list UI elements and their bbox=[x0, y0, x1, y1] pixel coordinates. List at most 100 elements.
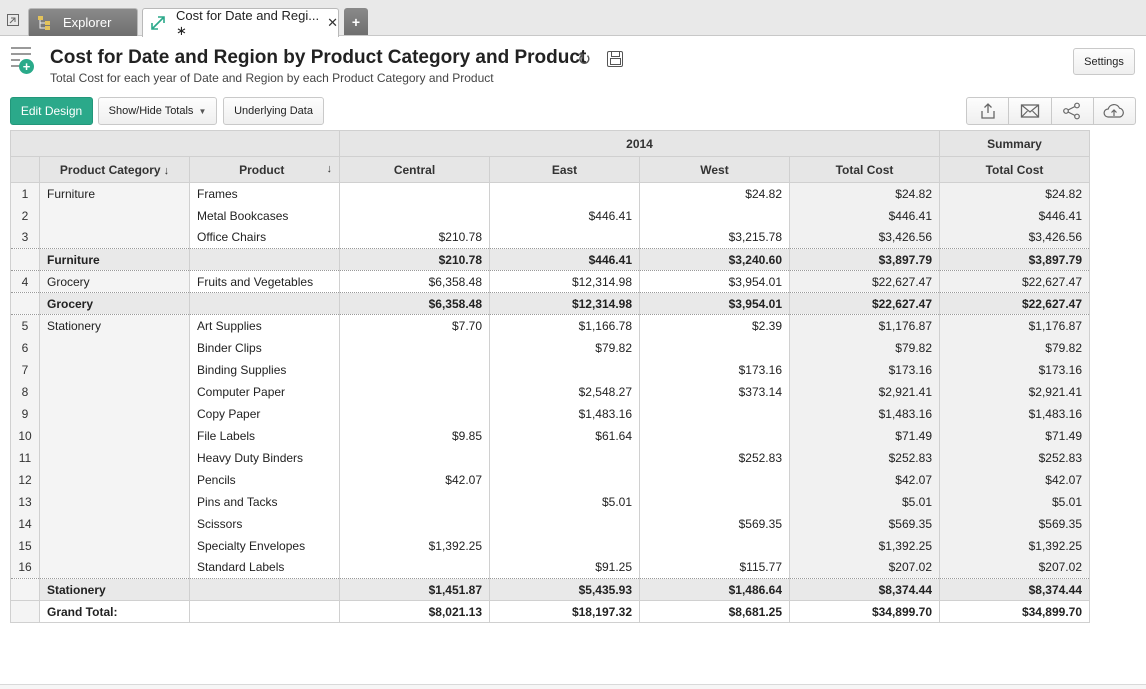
page-subtitle: Total Cost for each year of Date and Reg… bbox=[50, 71, 494, 85]
category-cell: Grocery bbox=[39, 270, 190, 293]
sort-arrow-icon[interactable]: ↓ bbox=[163, 164, 170, 177]
summary-total-cell: $3,897.79 bbox=[939, 248, 1090, 271]
close-icon[interactable]: ✕ bbox=[327, 15, 338, 30]
central-cell: $8,021.13 bbox=[339, 600, 490, 623]
total-cost-cell: $8,374.44 bbox=[789, 578, 940, 601]
central-cell: $210.78 bbox=[339, 248, 490, 271]
category-cell bbox=[39, 512, 190, 535]
category-cell: Grand Total: bbox=[39, 600, 190, 623]
add-tab-button[interactable]: + bbox=[344, 8, 368, 35]
east-cell: $12,314.98 bbox=[489, 270, 640, 293]
column-header-product-category[interactable]: Product Category ↓ bbox=[39, 156, 190, 183]
east-cell: $5,435.93 bbox=[489, 578, 640, 601]
column-header-central[interactable]: Central bbox=[339, 156, 490, 183]
central-cell: $1,392.25 bbox=[339, 534, 490, 557]
share-icon[interactable] bbox=[1052, 98, 1094, 124]
column-header-west[interactable]: West bbox=[639, 156, 790, 183]
tab-explorer[interactable]: Explorer bbox=[28, 8, 138, 36]
central-cell: $9.85 bbox=[339, 424, 490, 447]
product-cell: Metal Bookcases bbox=[189, 204, 340, 227]
category-cell bbox=[39, 226, 190, 249]
west-cell bbox=[639, 204, 790, 227]
product-cell bbox=[189, 578, 340, 601]
summary-total-cell: $1,176.87 bbox=[939, 314, 1090, 337]
total-cost-cell: $446.41 bbox=[789, 204, 940, 227]
product-cell: Scissors bbox=[189, 512, 340, 535]
column-header-total-cost[interactable]: Total Cost bbox=[789, 156, 940, 183]
category-cell: Furniture bbox=[39, 182, 190, 205]
row-number: 2 bbox=[10, 204, 40, 227]
row-number: 4 bbox=[10, 270, 40, 293]
summary-total-cell: $71.49 bbox=[939, 424, 1090, 447]
status-strip bbox=[0, 684, 1146, 689]
east-cell: $61.64 bbox=[489, 424, 640, 447]
east-cell: $2,548.27 bbox=[489, 380, 640, 403]
row-number: 8 bbox=[10, 380, 40, 403]
email-icon[interactable] bbox=[1009, 98, 1052, 124]
underlying-data-button[interactable]: Underlying Data bbox=[223, 97, 324, 125]
east-cell: $1,483.16 bbox=[489, 402, 640, 425]
collapse-icon[interactable] bbox=[7, 14, 19, 26]
grand-total-row: Grand Total: $8,021.13 $18,197.32 $8,681.25… bbox=[10, 600, 1090, 623]
total-cost-cell: $24.82 bbox=[789, 182, 940, 205]
category-cell: Stationery bbox=[39, 314, 190, 337]
central-cell bbox=[339, 490, 490, 513]
summary-total-cell: $79.82 bbox=[939, 336, 1090, 359]
row-number: 7 bbox=[10, 358, 40, 381]
total-cost-cell: $1,483.16 bbox=[789, 402, 940, 425]
column-header-east[interactable]: East bbox=[489, 156, 640, 183]
subtotal-row: Grocery $6,358.48 $12,314.98 $3,954.01 $22,6… bbox=[10, 292, 1090, 315]
table-row: 11 Heavy Duty Binders $252.83 $252.83 $252.8… bbox=[10, 446, 1090, 469]
expand-icon bbox=[149, 14, 167, 32]
east-cell bbox=[489, 182, 640, 205]
central-cell: $6,358.48 bbox=[339, 292, 490, 315]
category-cell bbox=[39, 468, 190, 491]
total-cost-cell: $569.35 bbox=[789, 512, 940, 535]
row-number: 6 bbox=[10, 336, 40, 359]
west-cell: $373.14 bbox=[639, 380, 790, 403]
table-row: 9 Copy Paper $1,483.16 $1,483.16 $1,483.16 bbox=[10, 402, 1090, 425]
edit-design-button[interactable]: Edit Design bbox=[10, 97, 93, 125]
total-cost-cell: $3,426.56 bbox=[789, 226, 940, 249]
total-cost-cell: $207.02 bbox=[789, 556, 940, 579]
product-cell: File Labels bbox=[189, 424, 340, 447]
summary-total-cell: $1,483.16 bbox=[939, 402, 1090, 425]
total-cost-cell: $3,897.79 bbox=[789, 248, 940, 271]
central-cell bbox=[339, 204, 490, 227]
west-cell bbox=[639, 336, 790, 359]
product-cell bbox=[189, 248, 340, 271]
total-cost-cell: $2,921.41 bbox=[789, 380, 940, 403]
category-cell bbox=[39, 380, 190, 403]
table-row: 1 Furniture Frames $24.82 $24.82 $24.82 bbox=[10, 182, 1090, 205]
summary-total-cell: $24.82 bbox=[939, 182, 1090, 205]
central-cell: $1,451.87 bbox=[339, 578, 490, 601]
west-cell: $252.83 bbox=[639, 446, 790, 469]
column-header-summary-total-cost[interactable]: Total Cost bbox=[939, 156, 1090, 183]
tab-report[interactable]: Cost for Date and Regi... ∗ ✕ bbox=[142, 8, 339, 38]
column-header-product[interactable]: Product ↓ bbox=[189, 156, 340, 183]
product-cell bbox=[189, 600, 340, 623]
total-cost-cell: $1,392.25 bbox=[789, 534, 940, 557]
settings-button[interactable]: Settings bbox=[1073, 48, 1135, 75]
central-cell: $210.78 bbox=[339, 226, 490, 249]
table-row: 14 Scissors $569.35 $569.35 $569.35 bbox=[10, 512, 1090, 535]
summary-total-cell: $42.07 bbox=[939, 468, 1090, 491]
show-hide-totals-button[interactable]: Show/Hide Totals ▼ bbox=[98, 97, 217, 125]
refresh-icon[interactable]: ↻ bbox=[577, 50, 592, 69]
publish-icon[interactable] bbox=[1094, 98, 1135, 124]
west-cell: $115.77 bbox=[639, 556, 790, 579]
product-cell: Heavy Duty Binders bbox=[189, 446, 340, 469]
save-icon[interactable] bbox=[607, 51, 623, 67]
row-number bbox=[10, 292, 40, 315]
summary-total-cell: $5.01 bbox=[939, 490, 1090, 513]
east-cell bbox=[489, 468, 640, 491]
tab-explorer-label: Explorer bbox=[63, 15, 112, 30]
west-cell: $3,954.01 bbox=[639, 270, 790, 293]
export-icon[interactable] bbox=[967, 98, 1010, 124]
add-menu-icon[interactable]: + bbox=[11, 47, 35, 75]
central-cell bbox=[339, 512, 490, 535]
category-cell: Stationery bbox=[39, 578, 190, 601]
central-cell bbox=[339, 556, 490, 579]
sort-arrow-icon[interactable]: ↓ bbox=[326, 162, 333, 175]
category-cell bbox=[39, 534, 190, 557]
